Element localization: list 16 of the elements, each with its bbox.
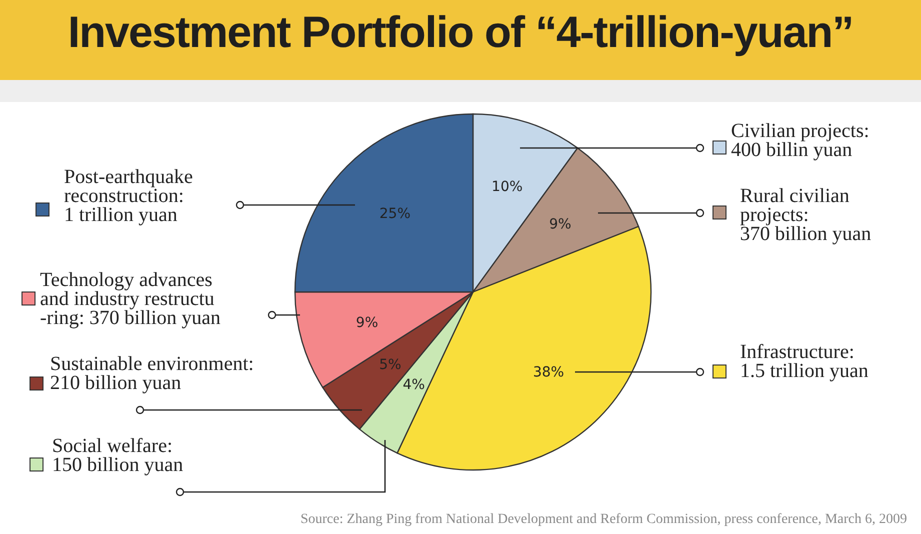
- legend-label: Civilian projects: 400 billin yuan: [731, 120, 870, 161]
- legend-label: Social welfare: 150 billion yuan: [52, 435, 184, 476]
- legend-label: Post-earthquake reconstruction: 1 trillion yuan: [64, 166, 193, 226]
- data-label: 9%: [356, 314, 378, 331]
- data-label: 9%: [549, 216, 572, 232]
- legend-label: Technology advances and industry restructu -ring: 370 billion yuan: [40, 269, 221, 329]
- data-label: 38%: [532, 364, 564, 380]
- legend-label: Sustainable environment: 210 billion yuan: [50, 353, 254, 394]
- source-note: Source: Zhang Ping from National Development and Reform Commission, press conference, March 6, 2009: [300, 512, 907, 528]
- legend-label: Rural civilian projects: 370 billion yuan: [740, 185, 872, 245]
- data-label: 4%: [402, 377, 425, 394]
- data-label: 5%: [379, 356, 402, 373]
- legend-label: Infrastructure: 1.5 trillion yuan: [740, 341, 868, 382]
- data-label: 10%: [492, 179, 523, 196]
- data-label: 25%: [379, 206, 411, 222]
- chart-title: Investment Portfolio of “4-trillion-yuan”: [66, 8, 854, 58]
